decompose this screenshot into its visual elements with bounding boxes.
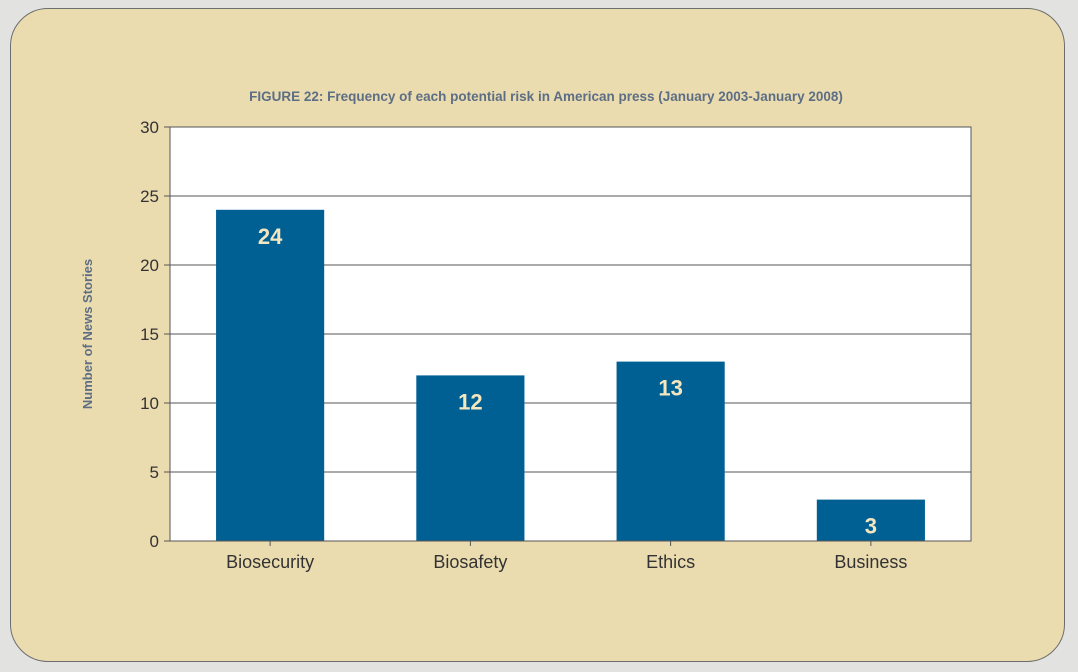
y-tick-label: 30 [140, 118, 159, 137]
y-tick-label: 10 [140, 394, 159, 413]
y-tick-label: 0 [150, 532, 159, 551]
y-tick-label: 25 [140, 187, 159, 206]
x-category-label: Biosafety [433, 552, 507, 572]
bar-biosafety [416, 375, 525, 541]
bar-business [816, 499, 925, 541]
y-axis-label: Number of News Stories [80, 259, 95, 409]
bar-biosecurity [216, 209, 325, 542]
bar-value-label: 3 [865, 514, 877, 539]
bars: 24 12 13 3 [216, 209, 925, 542]
y-tick-label: 20 [140, 256, 159, 275]
x-category-label: Business [834, 552, 907, 572]
chart-title: FIGURE 22: Frequency of each potential r… [249, 89, 843, 104]
bar-value-label: 24 [258, 224, 283, 249]
y-tick-label: 15 [140, 325, 159, 344]
x-category-label: Ethics [646, 552, 695, 572]
y-tick-label: 5 [150, 463, 159, 482]
bar-ethics [616, 361, 725, 541]
bar-value-label: 13 [658, 376, 682, 401]
bar-value-label: 12 [458, 389, 482, 414]
y-axis-ticks: 0 5 10 15 20 25 30 [140, 118, 170, 551]
x-category-label: Biosecurity [226, 552, 314, 572]
x-axis-categories: Biosecurity Biosafety Ethics Business [226, 541, 907, 572]
